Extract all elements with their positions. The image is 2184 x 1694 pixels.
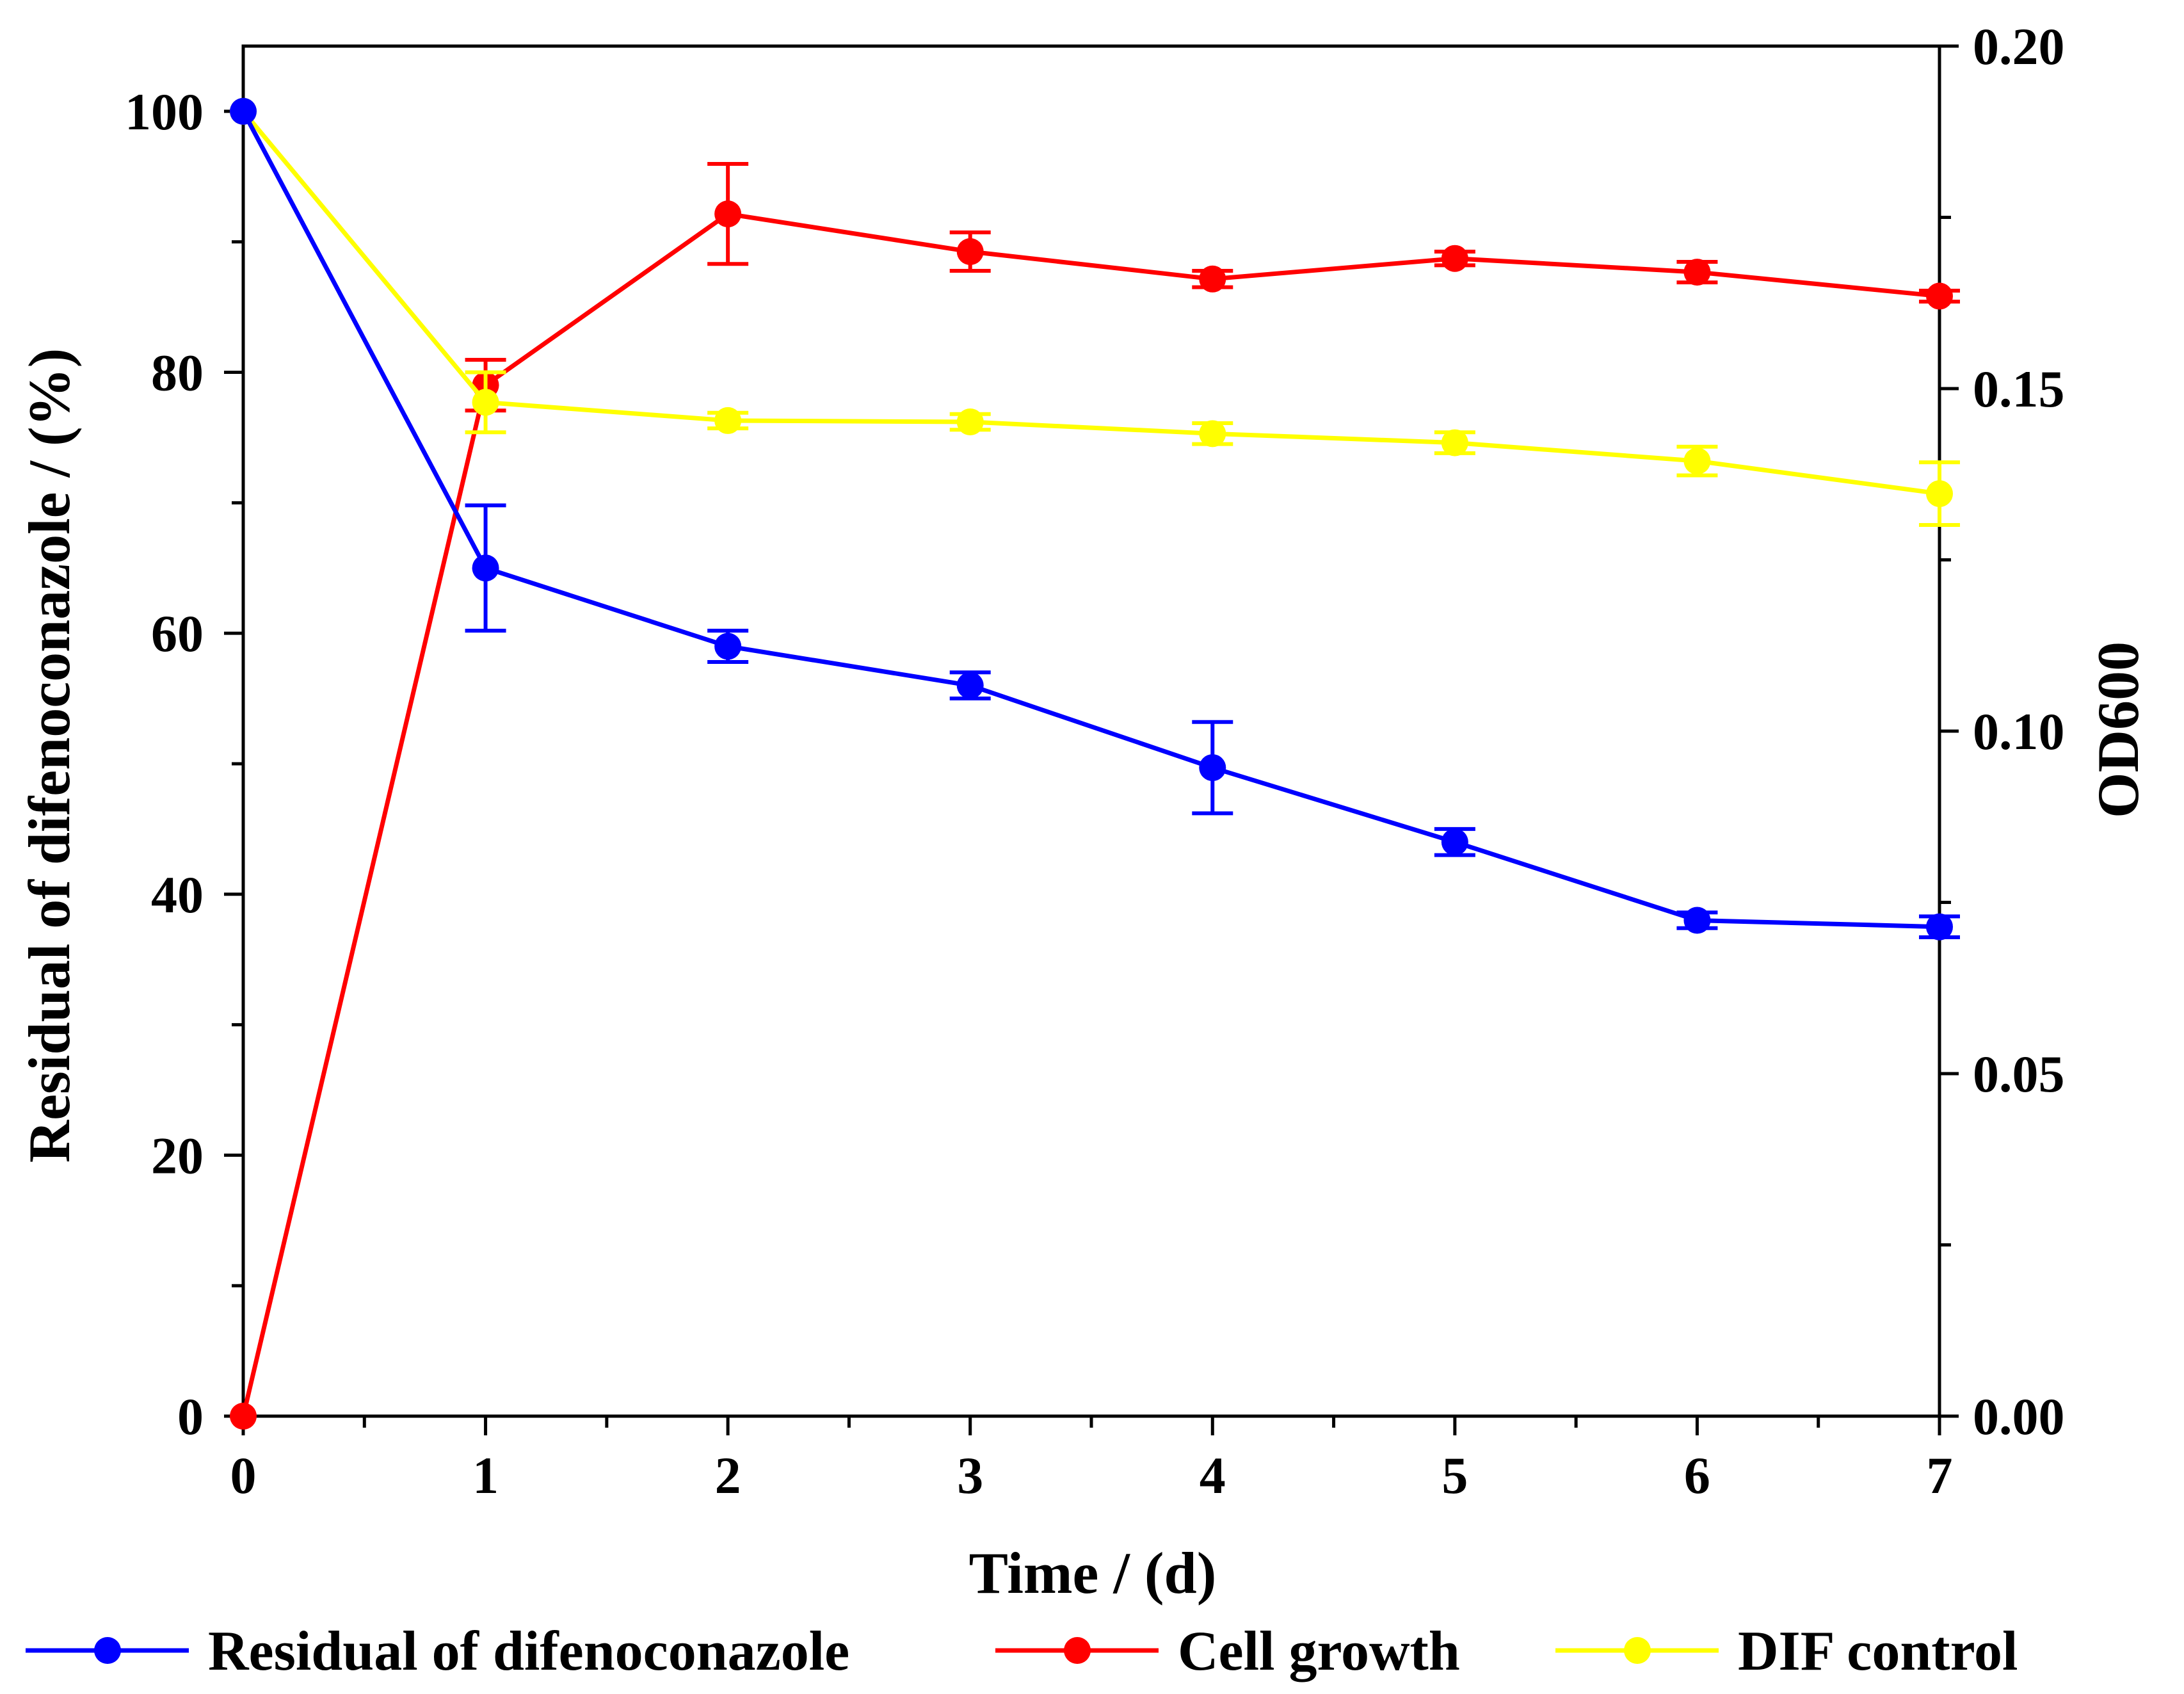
x-axis: 0 1 2 3 4 5 6 7 bbox=[230, 1416, 1953, 1504]
residual-of-difenoconazole-line bbox=[241, 110, 1940, 930]
cell-growth-point bbox=[230, 1403, 257, 1430]
dif-control-point bbox=[956, 408, 984, 435]
dif-control-line bbox=[241, 109, 1940, 496]
residual-of-difenoconazole-point bbox=[956, 672, 984, 699]
dif-control-point bbox=[1683, 448, 1711, 475]
residual-of-difenoconazole-point bbox=[472, 554, 499, 582]
y2-tick-label: 0.05 bbox=[1973, 1045, 2065, 1103]
legend-marker bbox=[1624, 1637, 1651, 1664]
residual-of-difenoconazole-point bbox=[230, 97, 257, 125]
y2-tick-label: 0.15 bbox=[1973, 360, 2065, 418]
y-tick-label: 40 bbox=[151, 866, 204, 924]
y2-axis-title: OD600 bbox=[2085, 641, 2151, 818]
series-dif-control bbox=[230, 97, 1960, 527]
legend-marker bbox=[94, 1637, 121, 1664]
cell-growth-line bbox=[241, 211, 1940, 1417]
legend-label: Residual of difenoconazole bbox=[208, 1620, 849, 1682]
x-tick-label: 2 bbox=[715, 1446, 741, 1504]
y-axis-left: 0 20 40 60 80 100 bbox=[125, 83, 243, 1446]
y2-tick-label: 0.20 bbox=[1973, 17, 2065, 76]
dif-control-point bbox=[1926, 480, 1953, 508]
residual-of-difenoconazole-point bbox=[1926, 913, 1953, 940]
y-axis-title: Residual of difenoconazole / (%) bbox=[17, 348, 82, 1163]
dif-control-point bbox=[714, 407, 742, 434]
plot-frame bbox=[241, 44, 1941, 1418]
y-tick-label: 100 bbox=[125, 83, 204, 141]
cell-growth-point bbox=[1683, 259, 1711, 286]
series-layer bbox=[230, 97, 1960, 1430]
y-tick-label: 20 bbox=[151, 1126, 204, 1184]
y-tick-label: 0 bbox=[177, 1387, 204, 1446]
dif-control-point bbox=[472, 389, 499, 416]
legend-item-residual-of-difenoconazole: Residual of difenoconazole bbox=[26, 1620, 849, 1682]
dif-control-point bbox=[1441, 429, 1468, 456]
x-tick-label: 0 bbox=[230, 1446, 257, 1504]
y2-tick-label: 0.00 bbox=[1973, 1387, 2065, 1446]
series-residual-of-difenoconazole bbox=[230, 97, 1960, 940]
cell-growth-point bbox=[956, 238, 984, 265]
legend-marker bbox=[1064, 1637, 1091, 1664]
cell-growth-point bbox=[714, 200, 742, 228]
series-cell-growth bbox=[230, 162, 1960, 1430]
cell-growth-point bbox=[1199, 265, 1226, 293]
x-tick-label: 1 bbox=[472, 1446, 499, 1504]
plot-border bbox=[241, 44, 1941, 1418]
residual-of-difenoconazole-point bbox=[714, 633, 742, 660]
residual-of-difenoconazole-point bbox=[1683, 907, 1711, 934]
cell-growth-point bbox=[1441, 245, 1468, 272]
legend-item-dif-control: DIF control bbox=[1555, 1620, 2018, 1682]
y-tick-label: 60 bbox=[151, 604, 204, 663]
legend-item-cell-growth: Cell growth bbox=[995, 1620, 1460, 1682]
x-tick-label: 4 bbox=[1200, 1446, 1226, 1504]
legend: Residual of difenoconazole Cell growth DIF… bbox=[26, 1620, 2018, 1682]
residual-of-difenoconazole-point bbox=[1199, 754, 1226, 782]
legend-label: Cell growth bbox=[1178, 1620, 1460, 1682]
x-tick-label: 3 bbox=[957, 1446, 983, 1504]
x-tick-label: 5 bbox=[1441, 1446, 1468, 1504]
y2-tick-label: 0.10 bbox=[1973, 702, 2065, 761]
x-tick-label: 7 bbox=[1927, 1446, 1953, 1504]
x-axis-title: Time / (d) bbox=[969, 1540, 1217, 1606]
x-tick-label: 6 bbox=[1684, 1446, 1710, 1504]
y-axis-right: 0.00 0.05 0.10 0.15 0.20 bbox=[1939, 17, 2065, 1446]
y-tick-label: 80 bbox=[151, 344, 204, 402]
dif-control-point bbox=[1199, 420, 1226, 448]
residual-of-difenoconazole-point bbox=[1441, 828, 1468, 856]
cell-growth-point bbox=[1926, 282, 1953, 310]
legend-label: DIF control bbox=[1738, 1620, 2018, 1682]
